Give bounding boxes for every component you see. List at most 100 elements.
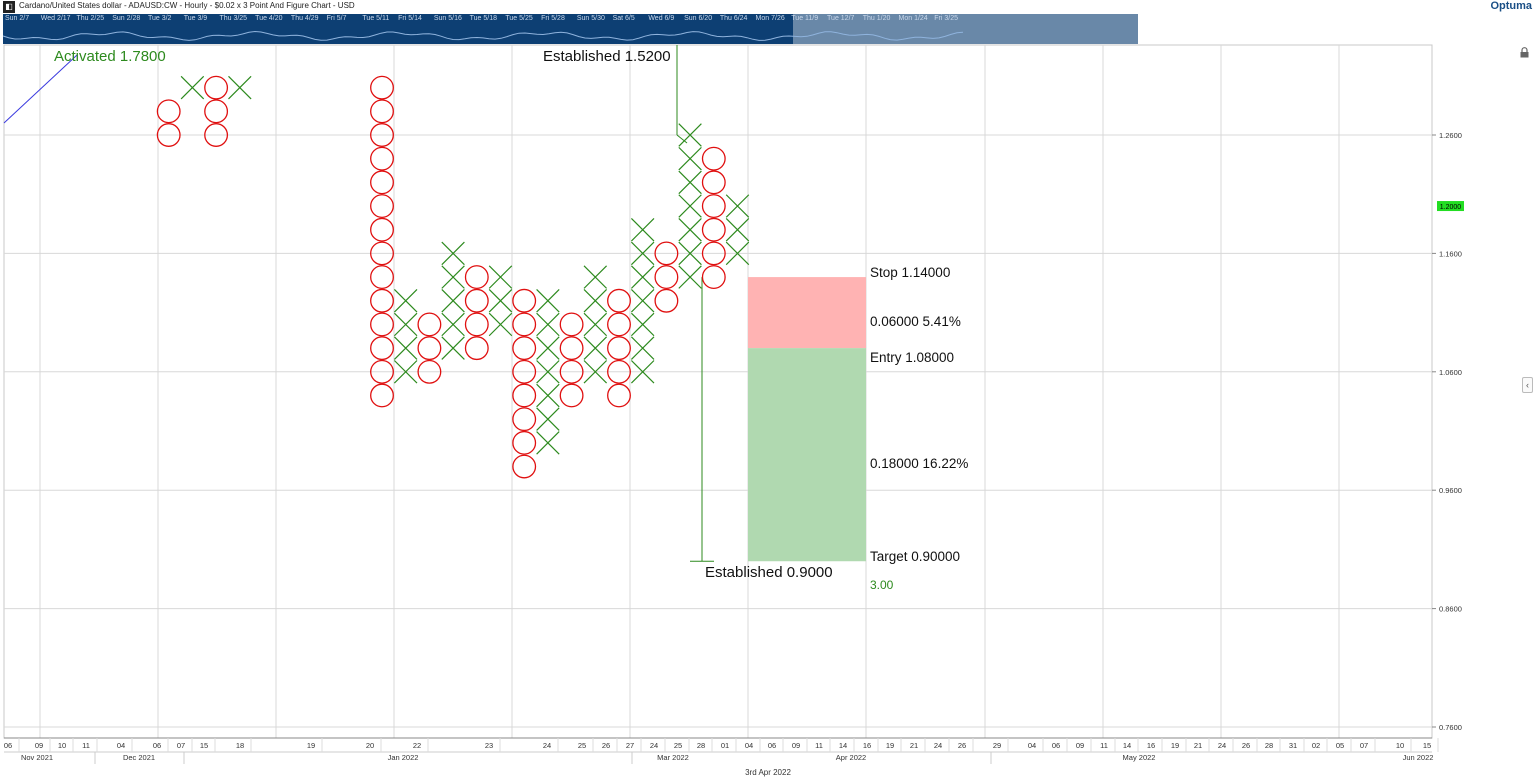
- x-box: [488, 289, 513, 313]
- x-box: [536, 312, 560, 337]
- o-box: [417, 312, 442, 337]
- o-box: [512, 288, 537, 313]
- stop-annotation: Stop 1.14000: [870, 265, 950, 280]
- o-box: [559, 336, 584, 361]
- x-box: [630, 265, 655, 289]
- x-box: [536, 407, 560, 431]
- x-box: [488, 265, 513, 289]
- o-box: [370, 359, 394, 384]
- navigator-date-label: Mon 1/24: [898, 15, 928, 22]
- x-day-tick-label: 26: [602, 741, 610, 750]
- panel-collapse-chevron-icon[interactable]: ‹: [1522, 377, 1533, 393]
- x-day-tick-label: 24: [934, 741, 942, 750]
- x-day-tick-label: 02: [1312, 741, 1320, 750]
- x-day-tick-label: 16: [1147, 741, 1155, 750]
- x-box: [630, 289, 655, 313]
- x-day-tick-label: 09: [35, 741, 43, 750]
- x-box: [630, 360, 655, 384]
- x-day-tick-label: 24: [650, 741, 658, 750]
- x-day-tick-label: 18: [236, 741, 244, 750]
- navigator-date-label: Tue 11/9: [791, 15, 819, 22]
- navigator-date-label: Fri 5/14: [398, 15, 422, 22]
- o-box: [156, 123, 181, 147]
- o-box: [512, 336, 537, 361]
- x-day-tick-label: 26: [1242, 741, 1250, 750]
- x-box: [678, 170, 702, 195]
- o-box: [417, 336, 442, 361]
- x-day-tick-label: 31: [1289, 741, 1297, 750]
- x-day-tick-label: 04: [1028, 741, 1036, 750]
- x-day-tick-label: 11: [82, 741, 90, 750]
- profit-target-zone[interactable]: [748, 348, 866, 562]
- y-tick-label: 1.0600: [1439, 368, 1462, 377]
- o-box: [370, 194, 394, 218]
- x-day-tick-label: 24: [543, 741, 551, 750]
- risk-reward-ratio: 3.00: [870, 578, 894, 592]
- o-box: [370, 217, 394, 242]
- y-tick-label: 1.2600: [1439, 131, 1462, 140]
- trend-line[interactable]: [3, 54, 78, 124]
- o-box: [701, 170, 726, 195]
- navigator-date-label: Sun 5/30: [576, 15, 605, 22]
- optuma-logo: Optuma: [1490, 0, 1532, 12]
- x-box: [393, 289, 418, 313]
- x-box: [536, 383, 560, 408]
- o-box: [370, 265, 394, 290]
- x-box: [180, 75, 205, 100]
- x-box: [678, 194, 702, 218]
- x-day-tick-label: 19: [886, 741, 894, 750]
- navigator-date-label: Thu 3/25: [219, 15, 248, 22]
- navigator-window-handle[interactable]: [793, 14, 1138, 44]
- x-day-tick-label: 29: [993, 741, 1001, 750]
- x-box: [583, 265, 608, 289]
- o-box: [370, 288, 394, 313]
- o-box: [464, 312, 489, 337]
- o-box: [701, 217, 726, 242]
- x-box: [441, 241, 465, 266]
- x-day-tick-label: 07: [177, 741, 185, 750]
- x-box: [441, 312, 465, 337]
- x-box: [441, 336, 465, 360]
- navigator-date-label: Tue 5/25: [505, 15, 533, 22]
- x-day-tick-label: 06: [4, 741, 12, 750]
- stop-loss-zone[interactable]: [748, 277, 866, 349]
- last-price-label: 1.2000: [1440, 204, 1462, 211]
- o-box: [512, 359, 537, 384]
- o-box: [370, 99, 394, 124]
- established-top-connector: [676, 134, 688, 144]
- x-day-tick-label: 04: [117, 741, 125, 750]
- date-navigator[interactable]: Sun 2/7 Wed 2/17 Thu 2/25 Sun 2/28 Tue 3/2 Tu…: [3, 14, 1138, 44]
- app-icon[interactable]: ◧: [3, 1, 15, 13]
- x-box: [583, 360, 608, 384]
- o-box: [607, 336, 631, 361]
- navigator-date-label: Tue 4/20: [255, 15, 283, 22]
- navigator-date-label: Sun 2/28: [112, 15, 141, 22]
- o-box: [204, 123, 229, 147]
- x-box: [678, 146, 702, 171]
- x-day-tick-label: 28: [697, 741, 705, 750]
- x-box: [228, 75, 252, 100]
- established-top-annotation: Established 1.5200: [543, 48, 671, 65]
- o-box: [559, 383, 584, 408]
- lock-icon[interactable]: [1519, 47, 1530, 58]
- x-box: [725, 217, 750, 242]
- o-box: [559, 312, 584, 337]
- x-day-tick-label: 19: [307, 741, 315, 750]
- navigator-date-label: Thu 6/24: [719, 15, 748, 22]
- navigator-date-label: Fri 3/25: [934, 15, 958, 22]
- x-box: [393, 312, 418, 337]
- navigator-date-label: Sun 6/20: [684, 15, 713, 22]
- x-day-tick-label: 14: [1123, 741, 1131, 750]
- x-day-tick-label: 06: [1052, 741, 1060, 750]
- x-day-tick-label: 21: [910, 741, 918, 750]
- o-box: [370, 383, 394, 408]
- x-day-tick-label: 21: [1194, 741, 1202, 750]
- y-tick-label: 0.7600: [1439, 723, 1462, 732]
- x-box: [583, 336, 608, 360]
- y-tick-label: 0.9600: [1439, 486, 1462, 495]
- risk-annotation: 0.06000 5.41%: [870, 314, 961, 329]
- plot-area[interactable]: [3, 44, 1433, 739]
- x-day-tick-label: 22: [413, 741, 421, 750]
- o-box: [512, 430, 537, 455]
